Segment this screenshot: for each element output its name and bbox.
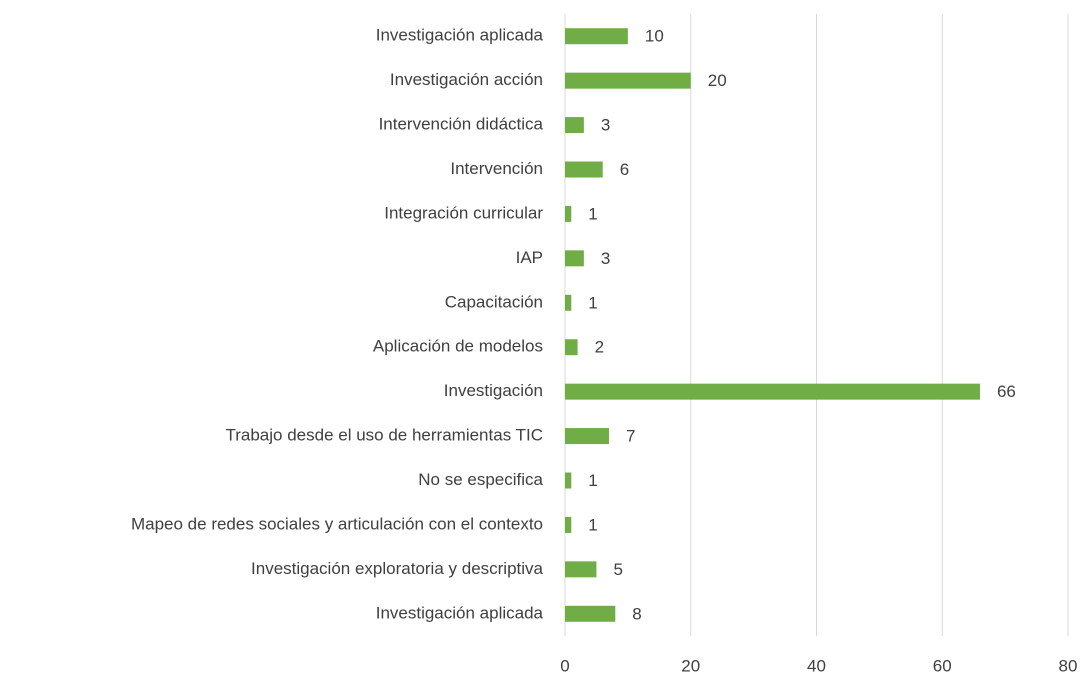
y-tick-label: Investigación acción	[390, 70, 543, 89]
bar	[565, 205, 572, 222]
x-tick-label: 0	[560, 656, 569, 675]
bar	[565, 294, 572, 311]
y-tick-label: IAP	[516, 248, 543, 267]
bar	[565, 250, 584, 267]
bar	[565, 28, 628, 45]
value-label: 1	[588, 471, 597, 490]
y-tick-label: Trabajo desde el uso de herramientas TIC	[225, 426, 543, 445]
y-tick-label: Investigación exploratoria y descriptiva	[251, 559, 544, 578]
x-tick-label: 60	[933, 656, 952, 675]
bar	[565, 161, 603, 178]
bar	[565, 561, 597, 578]
value-label: 2	[595, 338, 604, 357]
x-tick-label: 80	[1059, 656, 1078, 675]
value-label: 66	[997, 382, 1016, 401]
y-tick-label: Integración curricular	[384, 203, 543, 222]
bar	[565, 339, 578, 356]
y-tick-label: Investigación aplicada	[376, 603, 544, 622]
y-tick-label: Investigación	[444, 381, 543, 400]
y-tick-label: Investigación aplicada	[376, 26, 544, 45]
x-tick-label: 40	[807, 656, 826, 675]
value-label: 6	[620, 160, 629, 179]
bar	[565, 472, 572, 489]
y-tick-label: Capacitación	[445, 292, 543, 311]
y-tick-label: Intervención	[450, 159, 543, 178]
value-label: 20	[708, 71, 727, 90]
bar	[565, 72, 691, 89]
value-label: 8	[632, 604, 641, 623]
y-tick-label: Aplicación de modelos	[373, 337, 543, 356]
bar	[565, 117, 584, 134]
value-label: 3	[601, 116, 610, 135]
value-label: 3	[601, 249, 610, 268]
value-label: 1	[588, 204, 597, 223]
value-label: 1	[588, 515, 597, 534]
value-label: 7	[626, 427, 635, 446]
bar	[565, 516, 572, 533]
y-tick-label: Mapeo de redes sociales y articulación c…	[131, 514, 543, 533]
value-label: 1	[588, 293, 597, 312]
bar	[565, 605, 616, 622]
x-tick-label: 20	[681, 656, 700, 675]
y-tick-label: No se especifica	[418, 470, 543, 489]
bar	[565, 428, 610, 445]
y-tick-label: Intervención didáctica	[379, 115, 544, 134]
bar	[565, 383, 980, 400]
value-label: 10	[645, 27, 664, 46]
value-label: 5	[613, 560, 622, 579]
